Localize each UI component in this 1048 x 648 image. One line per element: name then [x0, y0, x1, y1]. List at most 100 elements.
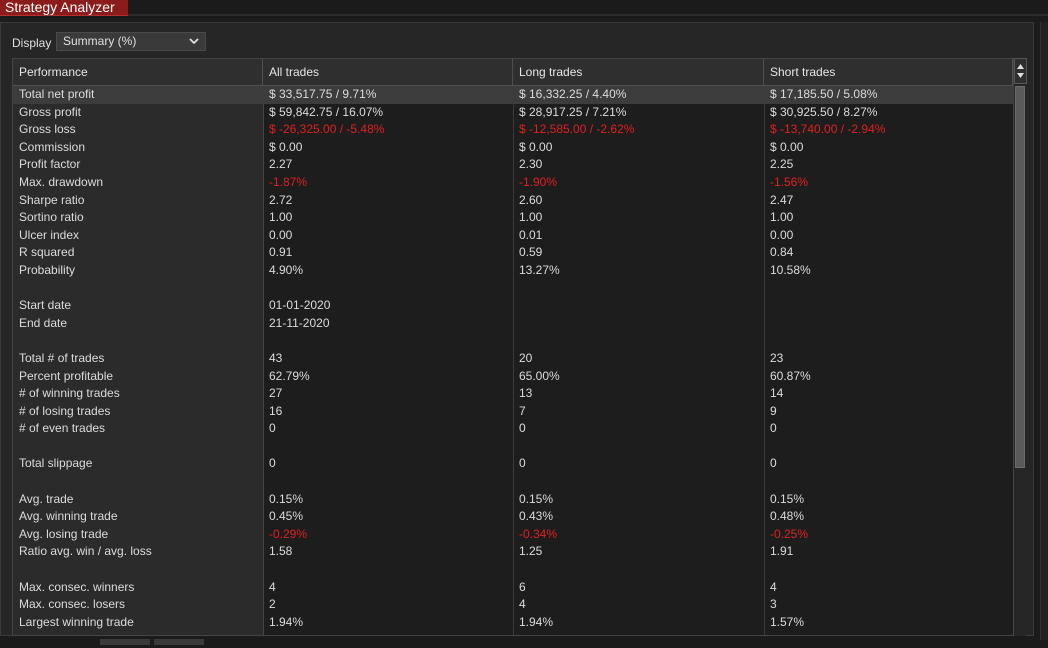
all-trades-value: 2.72 [269, 192, 293, 207]
long-trades-value: $ 0.00 [519, 139, 553, 154]
table-row[interactable]: Max. drawdown -1.87% -1.90% -1.56% [13, 174, 1013, 192]
table-row[interactable]: Sortino ratio 1.00 1.00 1.00 [13, 209, 1013, 227]
all-trades-value: $ 59,842.75 / 16.07% [269, 104, 384, 119]
table-row[interactable]: Commission $ 0.00 $ 0.00 $ 0.00 [13, 139, 1013, 157]
short-trades-value: 0.00 [770, 227, 794, 242]
table-row[interactable]: Start date 01-01-2020 [13, 297, 1013, 315]
table-row[interactable]: Probability 4.90% 13.27% 10.58% [13, 262, 1013, 280]
all-column-bg [263, 86, 514, 635]
table-row[interactable]: Largest winning trade 1.94% 1.94% 1.57% [13, 614, 1013, 632]
table-row[interactable]: Total slippage 0 0 0 [13, 455, 1013, 473]
row-label: Total # of trades [19, 350, 105, 365]
row-label: Max. consec. losers [19, 597, 126, 612]
row-label: Ulcer index [19, 227, 80, 242]
chevron-down-icon [189, 33, 199, 54]
table-row-spacer [13, 280, 1013, 298]
long-trades-value: 65.00% [519, 368, 560, 383]
table-row[interactable]: Ulcer index 0.00 0.01 0.00 [13, 227, 1013, 245]
all-trades-value: 4 [269, 579, 276, 594]
table-row[interactable]: # of losing trades 16 7 9 [13, 403, 1013, 421]
long-trades-value: 1.25 [519, 544, 543, 559]
scroll-up-down-icon[interactable] [1014, 58, 1027, 84]
all-trades-value: 2 [269, 597, 276, 612]
row-label: Avg. losing trade [19, 526, 109, 541]
all-trades-value: -1.87% [269, 174, 308, 189]
short-trades-value: 23 [770, 350, 784, 365]
table-row[interactable]: R squared 0.91 0.59 0.84 [13, 244, 1013, 262]
all-trades-value: 0.91 [269, 245, 293, 260]
table-row[interactable]: Gross loss $ -26,325.00 / -5.48% $ -12,585… [13, 121, 1013, 139]
row-label: Total slippage [19, 456, 93, 471]
row-label: # of even trades [19, 421, 106, 436]
window-title-tab[interactable]: Strategy Analyzer [0, 0, 128, 16]
short-trades-value: 1.57% [770, 614, 805, 629]
short-trades-value: 10.58% [770, 262, 811, 277]
table-row[interactable]: Avg. trade 0.15% 0.15% 0.15% [13, 491, 1013, 509]
column-header-long-trades[interactable]: Long trades [513, 59, 764, 85]
table-row[interactable]: Sharpe ratio 2.72 2.60 2.47 [13, 192, 1013, 210]
long-trades-value: $ -12,585.00 / -2.62% [519, 122, 635, 137]
row-label: Ratio avg. win / avg. loss [19, 544, 152, 559]
short-trades-value: 0 [770, 421, 777, 436]
short-trades-value [764, 297, 1013, 315]
short-trades-value: $ -13,740.00 / -2.94% [770, 122, 886, 137]
table-row[interactable]: Avg. winning trade 0.45% 0.43% 0.48% [13, 508, 1013, 526]
row-label: Max. consec. winners [19, 579, 135, 594]
table-row[interactable]: Percent profitable 62.79% 65.00% 60.87% [13, 368, 1013, 386]
performance-grid: Performance All trades Long trades Short… [12, 58, 1014, 636]
row-label: Start date [19, 298, 72, 313]
all-trades-value: 2.27 [269, 157, 293, 172]
table-row[interactable]: Total net profit $ 33,517.75 / 9.71% $ 16,… [13, 86, 1013, 104]
scrollbar-thumb[interactable] [1015, 86, 1025, 468]
row-label: Total net profit [19, 87, 95, 101]
short-trades-value: 3 [770, 597, 777, 612]
row-label: Commission [19, 139, 86, 154]
long-trades-value: 0.15% [519, 491, 554, 506]
short-trades-value: 4 [770, 579, 777, 594]
table-row-spacer [13, 473, 1013, 491]
short-trades-value: 60.87% [770, 368, 811, 383]
table-row[interactable]: Max. consec. winners 4 6 4 [13, 579, 1013, 597]
row-label: Max. drawdown [19, 174, 104, 189]
column-header-performance[interactable]: Performance [13, 59, 263, 85]
all-trades-value: 0.15% [269, 491, 304, 506]
long-trades-value: 6 [519, 579, 526, 594]
grid-header: Performance All trades Long trades Short… [13, 59, 1013, 86]
table-row[interactable]: # of winning trades 27 13 14 [13, 385, 1013, 403]
display-select[interactable]: Summary (%) [56, 32, 206, 51]
row-label: # of winning trades [19, 386, 120, 401]
all-trades-value: 1.58 [269, 544, 293, 559]
row-label: Gross loss [19, 122, 76, 137]
short-trades-value: -1.56% [770, 174, 809, 189]
short-trades-value: 0.15% [770, 491, 805, 506]
table-row[interactable]: Gross profit $ 59,842.75 / 16.07% $ 28,917… [13, 104, 1013, 122]
table-row-spacer [13, 561, 1013, 579]
table-row[interactable]: Max. consec. losers 2 4 3 [13, 596, 1013, 614]
column-header-all-trades[interactable]: All trades [263, 59, 513, 85]
table-row-spacer [13, 438, 1013, 456]
short-trades-value: $ 30,925.50 / 8.27% [770, 104, 878, 119]
table-row[interactable]: Profit factor 2.27 2.30 2.25 [13, 156, 1013, 174]
short-trades-value: 0 [770, 456, 777, 471]
short-trades-value: 1.00 [770, 210, 794, 225]
long-trades-value: 1.94% [519, 614, 554, 629]
column-header-short-trades[interactable]: Short trades [764, 59, 1013, 85]
row-label: Percent profitable [19, 368, 114, 383]
long-trades-value: 0.43% [519, 509, 554, 524]
all-trades-value: 0.45% [269, 509, 304, 524]
long-trades-value: 7 [519, 403, 526, 418]
table-row[interactable]: Total # of trades 43 20 23 [13, 350, 1013, 368]
all-trades-value: $ 0.00 [269, 139, 303, 154]
long-trades-value: $ 28,917.25 / 7.21% [519, 104, 627, 119]
long-trades-value: 13 [519, 386, 533, 401]
all-trades-value: 1.00 [269, 210, 293, 225]
row-label: Sharpe ratio [19, 192, 85, 207]
table-row[interactable]: # of even trades 0 0 0 [13, 420, 1013, 438]
table-row[interactable]: End date 21-11-2020 [13, 315, 1013, 333]
short-trades-value [764, 315, 1013, 333]
title-bar-divider [128, 14, 1048, 16]
table-row[interactable]: Avg. losing trade -0.29% -0.34% -0.25% [13, 526, 1013, 544]
table-row[interactable]: Ratio avg. win / avg. loss 1.58 1.25 1.91 [13, 543, 1013, 561]
row-label: Avg. winning trade [19, 509, 118, 524]
short-trades-value: 2.47 [770, 192, 794, 207]
